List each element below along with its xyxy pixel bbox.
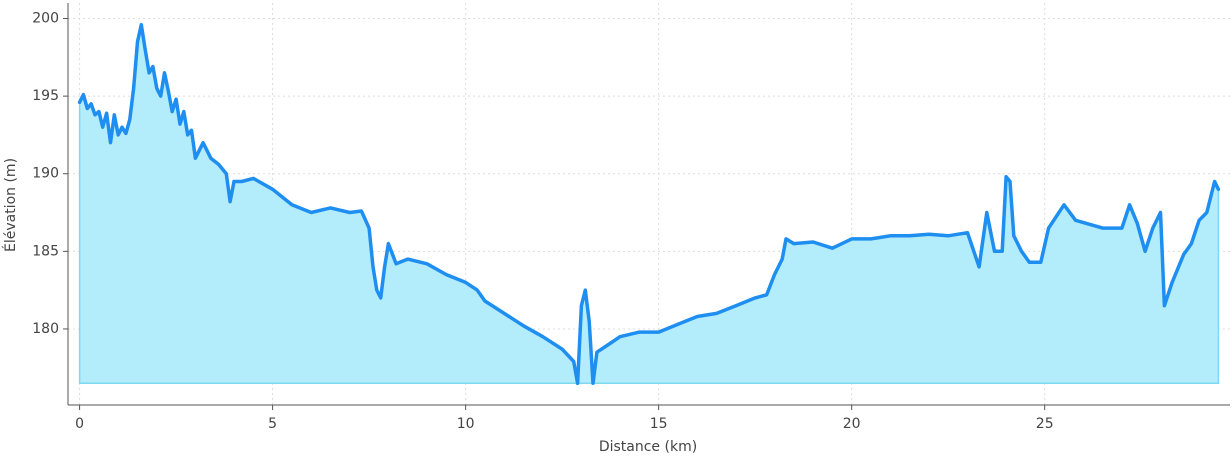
y-tick-label: 185 bbox=[32, 243, 59, 259]
y-axis-label: Élévation (m) bbox=[2, 158, 19, 252]
x-tick-label: 20 bbox=[843, 416, 861, 432]
y-tick-label: 180 bbox=[32, 321, 59, 337]
x-axis-label: Distance (km) bbox=[599, 439, 697, 455]
x-tick-label: 0 bbox=[75, 416, 84, 432]
y-tick-label: 195 bbox=[32, 88, 59, 104]
x-tick-label: 15 bbox=[650, 416, 668, 432]
y-tick-label: 190 bbox=[32, 166, 59, 182]
area bbox=[78, 24, 1220, 385]
x-tick-label: 25 bbox=[1036, 416, 1054, 432]
x-tick-label: 5 bbox=[268, 416, 277, 432]
y-tick-label: 200 bbox=[32, 11, 59, 27]
line bbox=[77, 22, 1221, 386]
x-tick-label: 10 bbox=[457, 416, 475, 432]
